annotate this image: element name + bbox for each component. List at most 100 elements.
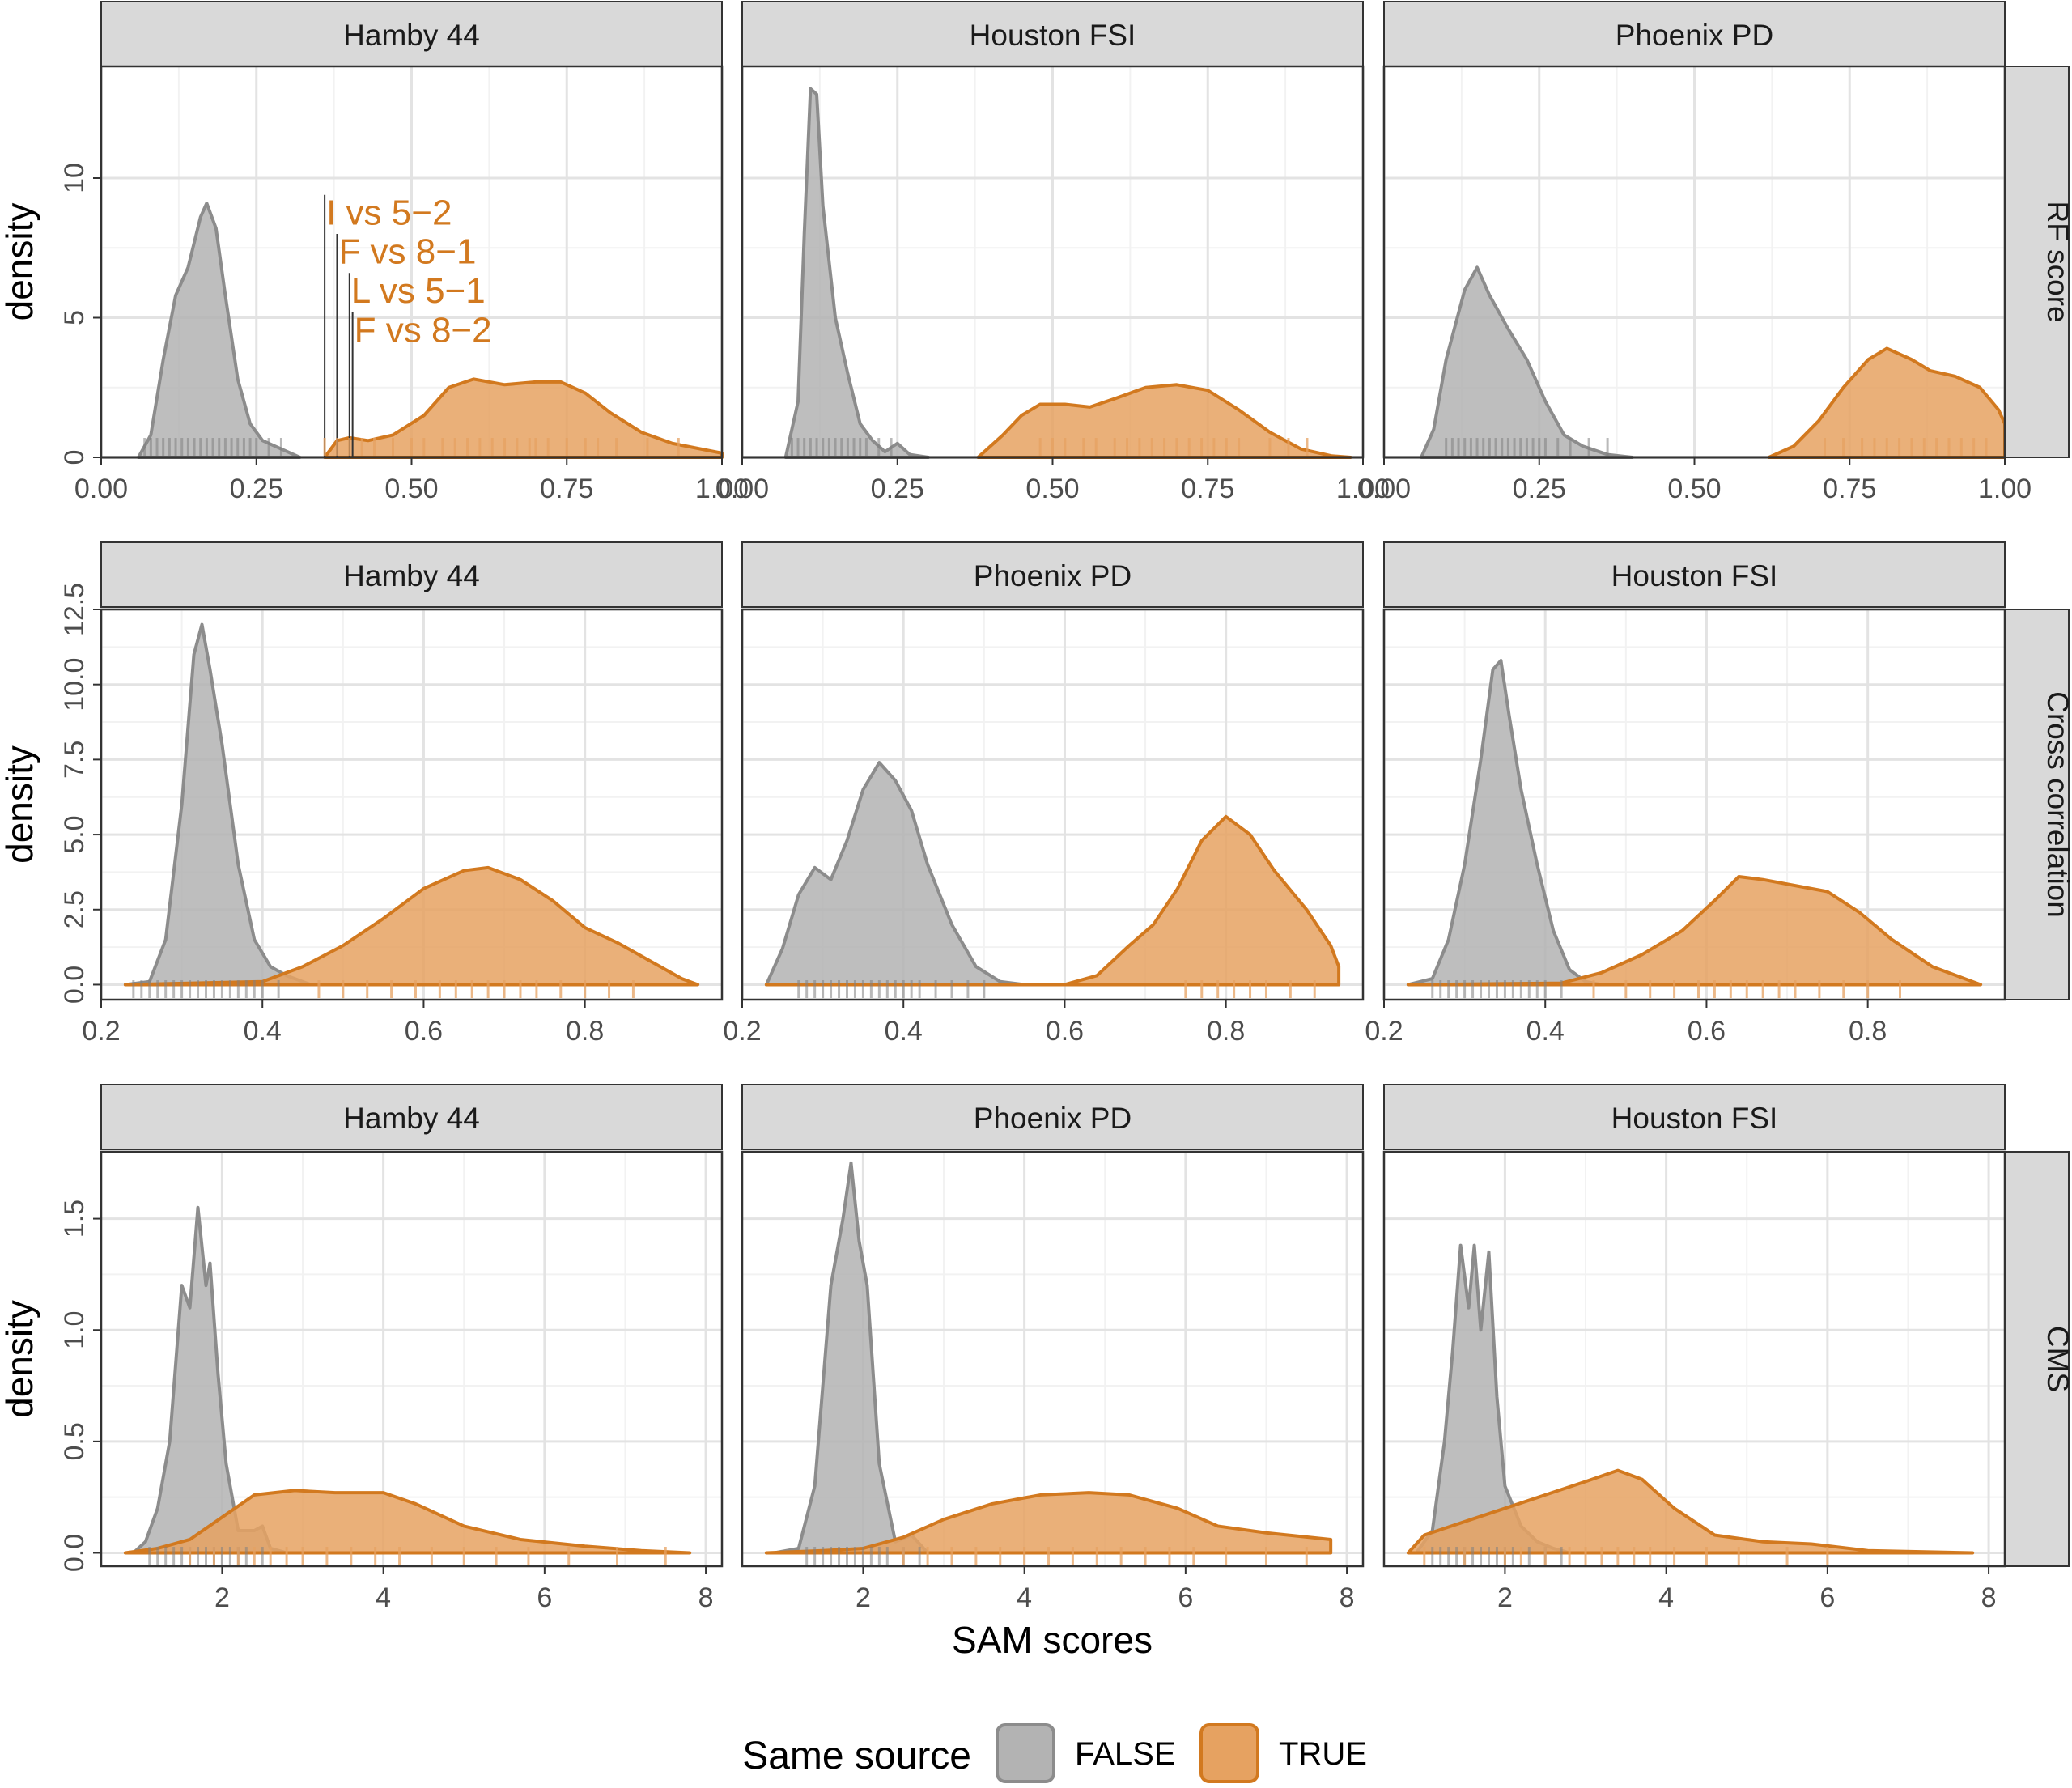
x-tick-label: 0.00 [1357,474,1411,504]
facet-strip-top [100,1084,723,1150]
facet-strip-top [100,1,723,67]
density-true [1406,874,1983,987]
x-tick-label: 2 [214,1582,230,1613]
panel: Houston FSI 0.00 0.25 0.50 0.75 1.00 [715,1,1390,504]
x-tick-label: 0.6 [1046,1016,1084,1047]
facet-row-2: density CMS Hamby 44 2 4 6 8 0.0 0.5 1.0 1.5 Phoeni… [0,1084,2072,1613]
panel-title: Hamby 44 [343,19,480,52]
x-tick-label: 0.4 [1526,1016,1565,1047]
x-tick-label: 8 [698,1582,714,1613]
x-tick-label: 0.2 [723,1016,761,1047]
x-tick-label: 4 [1658,1582,1674,1613]
annotation-label: L vs 5−1 [351,271,486,311]
density-true [764,1491,1333,1555]
panel-title: Phoenix PD [974,559,1132,592]
x-tick-label: 6 [1178,1582,1193,1613]
x-tick-label: 0.4 [244,1016,282,1047]
y-tick-label: 12.5 [59,583,90,636]
panel-border [1382,1150,2006,1568]
x-tick-label: 8 [1981,1582,1997,1613]
x-tick-label: 0.8 [566,1016,604,1047]
x-tick-label: 1.00 [695,474,749,504]
density-true [323,377,724,459]
x-tick-label: 0.25 [230,474,283,504]
x-tick-label: 0.00 [74,474,128,504]
y-axis-title: density [0,745,40,864]
facet-strip-top [1383,1084,2006,1150]
y-tick-label: 10.0 [59,658,90,711]
density-true [976,383,1352,459]
panel-title: Houston FSI [1611,1102,1778,1135]
x-tick-label: 4 [1017,1582,1032,1613]
legend: Same source FALSE TRUE [742,1723,1367,1783]
x-tick-label: 0.25 [1513,474,1566,504]
panel-title: Houston FSI [1611,559,1778,592]
density-true [123,865,700,987]
annotation-label: I vs 5−2 [326,193,452,232]
x-tick-label: 0.8 [1207,1016,1245,1047]
row-label: Cross correlation [2041,691,2072,918]
x-tick-label: 0.00 [715,474,769,504]
x-tick-label: 0.2 [1365,1016,1403,1047]
panel-title: Hamby 44 [343,1102,480,1135]
y-tick-label: 7.5 [59,741,90,779]
density-true [764,814,1341,987]
panel-border [100,1150,724,1568]
x-tick-label: 0.6 [405,1016,443,1047]
panel: Hamby 44 I vs 5−2F vs 8−1L vs 5−1F vs 8−2… [59,1,749,504]
y-tick-label: 1.0 [59,1311,90,1349]
panel: Hamby 44 0.2 0.4 0.6 0.8 0.0 2.5 5.0 7.5 10.0 12.5 [59,541,724,1047]
y-tick-label: 1.5 [59,1200,90,1238]
x-tick-label: 0.25 [871,474,924,504]
row-label: CMS [2041,1326,2072,1392]
x-tick-label: 0.50 [1025,474,1079,504]
x-tick-label: 0.75 [540,474,593,504]
facet-strip-top [741,541,1364,608]
facet-row-1: density Cross correlation Hamby 44 0.2 0.4 0.… [0,541,2072,1047]
annotation-label: F vs 8−2 [355,310,492,350]
facet-strip-top [741,1084,1364,1150]
panel-title: Phoenix PD [974,1102,1132,1135]
panel-grid: density RF score Hamby 44 I vs 5−2F vs 8−1L… [0,1,2072,1613]
x-tick-label: 0.75 [1181,474,1234,504]
legend-key-false [996,1723,1055,1783]
panel: Phoenix PD 0.2 0.4 0.6 0.8 [723,541,1365,1047]
legend-title: Same source [742,1735,971,1777]
x-tick-label: 2 [856,1582,871,1613]
density-false [764,761,1026,987]
x-tick-label: 1.00 [1978,474,2032,504]
panel-title: Houston FSI [970,19,1136,52]
y-tick-label: 0.5 [59,1422,90,1460]
panel-border [100,608,724,1001]
panel-title: Phoenix PD [1616,19,1773,52]
density-false [783,87,931,459]
panel: Phoenix PD 2 4 6 8 [741,1084,1365,1613]
legend-label-true: TRUE [1279,1736,1367,1772]
x-axis-title: SAM scores [952,1619,1153,1661]
panel-border [741,1150,1365,1568]
panel: Houston FSI 2 4 6 8 [1382,1084,2006,1613]
density-false [1420,265,1634,459]
row-label: RF score [2041,201,2072,322]
y-tick-label: 0 [59,450,90,465]
x-tick-label: 6 [1819,1582,1835,1613]
x-tick-label: 6 [537,1582,552,1613]
panel-title: Hamby 44 [343,559,480,592]
x-tick-label: 0.4 [885,1016,923,1047]
facet-strip-top [100,541,723,608]
panel: Hamby 44 2 4 6 8 0.0 0.5 1.0 1.5 [59,1084,724,1613]
legend-label-false: FALSE [1075,1736,1176,1772]
annotation-label: F vs 8−1 [338,232,476,272]
y-tick-label: 5.0 [59,815,90,853]
panel: Houston FSI 0.2 0.4 0.6 0.8 [1365,541,2006,1047]
y-tick-label: 0.0 [59,966,90,1004]
x-tick-label: 8 [1340,1582,1355,1613]
y-tick-label: 10 [59,163,90,193]
facet-strip-right [2005,66,2070,458]
y-tick-label: 2.5 [59,890,90,928]
x-tick-label: 0.2 [82,1016,120,1047]
panel: Phoenix PD 0.00 0.25 0.50 0.75 1.00 [1357,1,2032,504]
facet-strip-right [2005,1151,2070,1567]
x-tick-label: 4 [376,1582,391,1613]
